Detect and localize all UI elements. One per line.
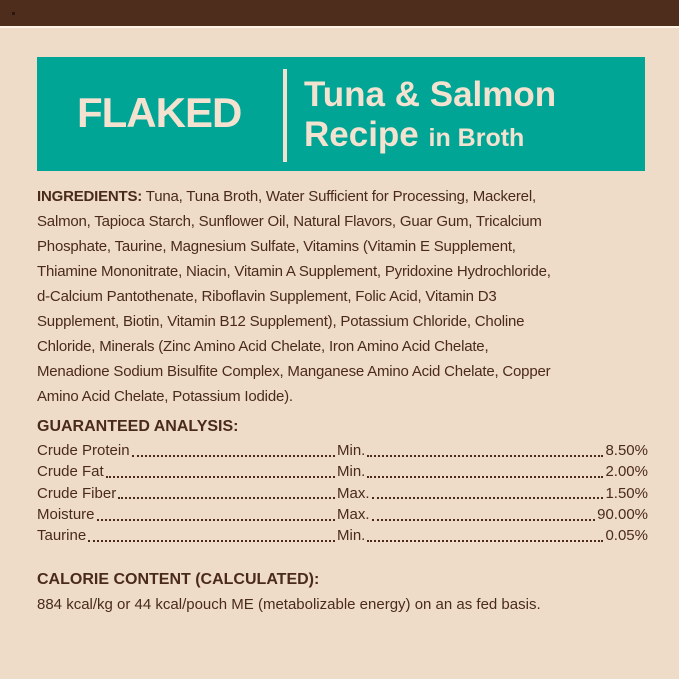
calorie-text: 884 kcal/kg or 44 kcal/pouch ME (metabol…: [37, 596, 541, 613]
analysis-heading: GUARANTEED ANALYSIS:: [37, 418, 239, 435]
nutrient-basis: Min.: [337, 463, 366, 481]
nutrient-value: 90.00%: [597, 505, 648, 523]
recipe-title-line2: Recipe in Broth: [304, 115, 524, 155]
analysis-row: Crude Fat Min. 2.00%: [37, 461, 648, 482]
nutrient-value: 8.50%: [605, 442, 648, 459]
nutrient-basis: Min.: [337, 527, 366, 545]
ingredients-label: INGREDIENTS:: [37, 188, 143, 205]
analysis-row: Moisture Max. 90.00%: [37, 504, 648, 525]
product-banner: FLAKED Tuna & Salmon Recipe in Broth: [37, 57, 645, 171]
nutrient-name: Crude Fat: [37, 463, 104, 481]
ingredients-line: Chloride, Minerals (Zinc Amino Acid Chel…: [37, 338, 489, 355]
top-band: [0, 0, 679, 28]
ingredients-line: Salmon, Tapioca Starch, Sunflower Oil, N…: [37, 213, 542, 230]
nutrient-value: 1.50%: [605, 484, 648, 502]
calorie-heading: CALORIE CONTENT (CALCULATED):: [37, 571, 320, 588]
ingredients-line: Amino Acid Chelate, Potassium Iodide).: [37, 388, 293, 405]
nutrient-basis: Min.: [337, 442, 366, 459]
nutrient-name: Taurine: [37, 527, 87, 545]
ingredients-section: INGREDIENTS: Tuna, Tuna Broth, Water Suf…: [37, 184, 649, 409]
nutrient-name: Crude Fiber: [37, 484, 117, 502]
recipe-title-line1: Tuna & Salmon: [304, 75, 557, 114]
dot-leader: [118, 497, 335, 500]
recipe-suffix: in Broth: [428, 124, 525, 152]
ingredients-line: INGREDIENTS: Tuna, Tuna Broth, Water Suf…: [37, 184, 649, 209]
dot-leader: [367, 539, 604, 542]
dot-leader: [88, 539, 335, 542]
analysis-row: Taurine Min. 0.05%: [37, 525, 648, 546]
ingredients-line: Menadione Sodium Bisulfite Complex, Mang…: [37, 363, 551, 380]
dot-leader: [367, 475, 604, 478]
nutrient-name: Moisture: [37, 505, 95, 523]
dot-leader: [96, 518, 335, 521]
analysis-row: Crude Fiber Max. 1.50%: [37, 483, 648, 504]
nutrient-value: 2.00%: [605, 463, 648, 481]
recipe-word: Recipe: [304, 115, 419, 154]
dot-leader: [105, 475, 335, 478]
nutrient-basis: Max.: [337, 505, 370, 523]
ingredients-line: Supplement, Biotin, Vitamin B12 Suppleme…: [37, 313, 525, 330]
dot-leader: [131, 454, 335, 457]
dot-leader: [367, 454, 604, 457]
dot-leader: [371, 518, 596, 521]
analysis-row: Crude Protein Min. 8.50%: [37, 440, 648, 461]
ingredients-line: Thiamine Mononitrate, Niacin, Vitamin A …: [37, 263, 551, 280]
nutrient-value: 0.05%: [605, 527, 648, 545]
dot-leader: [371, 497, 604, 500]
nutrient-basis: Max.: [337, 484, 370, 502]
ingredients-line: d-Calcium Pantothenate, Riboflavin Suppl…: [37, 288, 497, 305]
texture-label: FLAKED: [77, 89, 242, 136]
band-mark: [12, 12, 15, 15]
banner-divider: [283, 69, 287, 162]
ingredients-text: Tuna, Tuna Broth, Water Sufficient for P…: [142, 188, 536, 205]
ingredients-line: Phosphate, Taurine, Magnesium Sulfate, V…: [37, 238, 516, 255]
analysis-table: Crude Protein Min. 8.50% Crude Fat Min. 2.00%…: [37, 440, 648, 546]
nutrient-name: Crude Protein: [37, 442, 130, 459]
